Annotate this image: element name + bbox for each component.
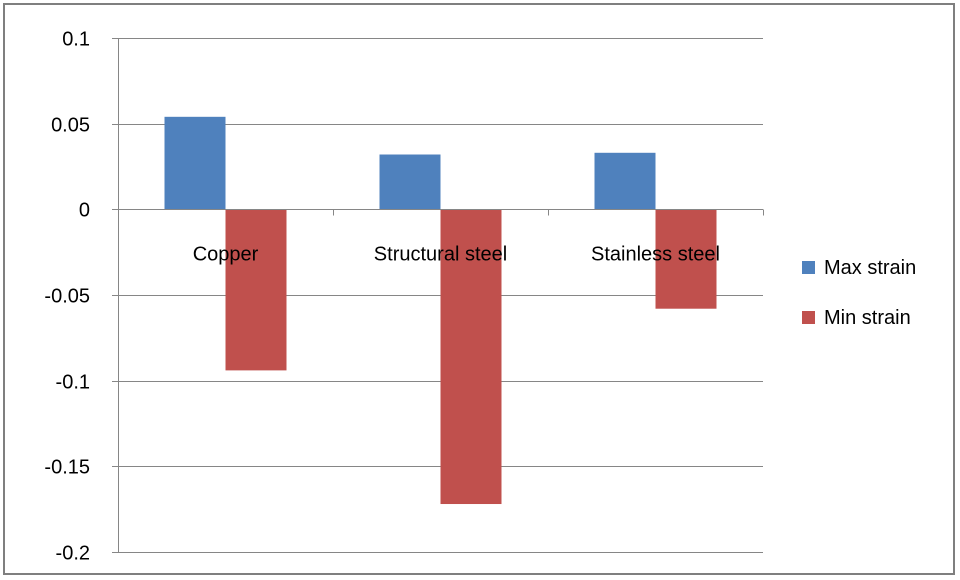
bar-max-strain (380, 155, 441, 210)
bars (165, 117, 717, 504)
y-tick-labels: 0.1 0.05 0 -0.05 -0.1 -0.15 -0.2 (44, 29, 90, 565)
y-tick-label: -0.05 (44, 286, 90, 308)
y-tick-label: -0.1 (56, 372, 90, 394)
y-tick-label: 0.05 (51, 115, 90, 137)
legend-swatch (802, 311, 815, 324)
bar-min-strain (226, 209, 287, 370)
y-tick-label: 0 (79, 200, 90, 222)
legend: Max strain Min strain (802, 257, 916, 329)
y-tick-label: -0.15 (44, 457, 90, 479)
y-tick-label: -0.2 (56, 543, 90, 565)
legend-label: Max strain (824, 257, 916, 279)
category-label: Copper (193, 243, 259, 265)
bar-max-strain (595, 153, 656, 210)
legend-swatch (802, 261, 815, 274)
category-label: Stainless steel (591, 243, 720, 265)
legend-label: Min strain (824, 307, 911, 329)
y-tick-label: 0.1 (62, 29, 90, 51)
bar-max-strain (165, 117, 226, 210)
category-label: Structural steel (374, 243, 507, 265)
